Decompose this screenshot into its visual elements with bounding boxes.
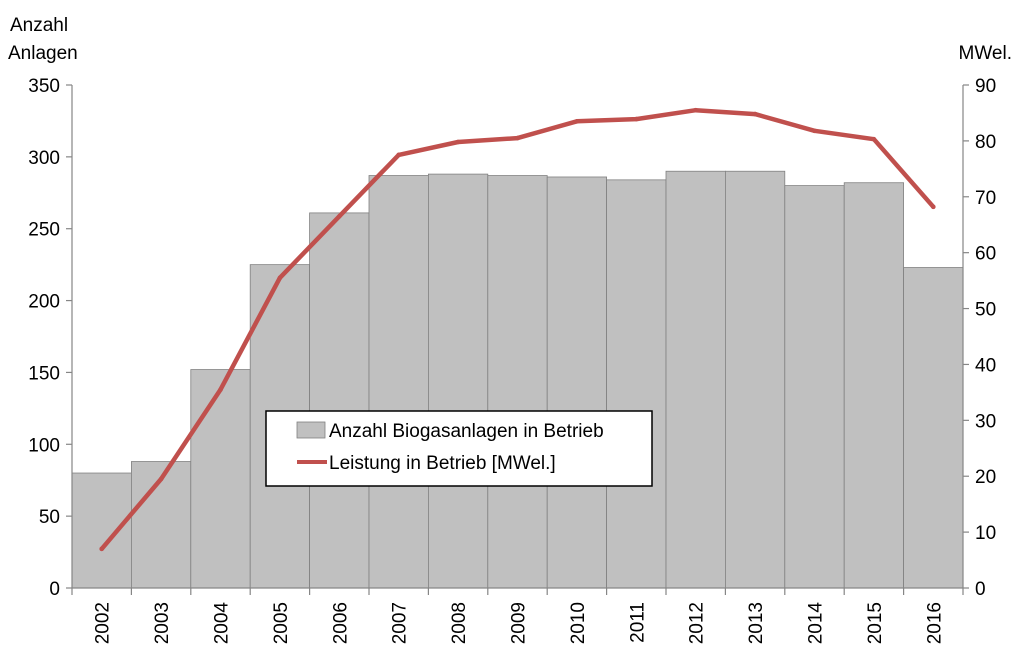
y-left-label-line2: Anlagen bbox=[8, 43, 78, 64]
x-tick-label: 2011 bbox=[627, 602, 648, 643]
x-tick-label: 2008 bbox=[449, 602, 470, 644]
y-right-tick-label: 10 bbox=[975, 523, 996, 544]
legend-line-label: Leistung in Betrieb [MWel.] bbox=[329, 453, 556, 474]
bar bbox=[427, 173, 489, 589]
legend: Anzahl Biogasanlagen in Betrieb Leistung… bbox=[265, 410, 653, 487]
line-point bbox=[277, 275, 283, 281]
y-right-tick-label: 50 bbox=[975, 300, 996, 321]
y-right-tick-label: 30 bbox=[975, 411, 996, 432]
x-tick-label: 2010 bbox=[568, 602, 589, 644]
line-point bbox=[218, 387, 223, 392]
legend-bar-label: Anzahl Biogasanlagen in Betrieb bbox=[329, 421, 604, 442]
x-tick-label: 2015 bbox=[865, 602, 886, 644]
x-tick-label: 2013 bbox=[746, 602, 767, 644]
bar bbox=[606, 179, 667, 589]
line-point bbox=[455, 139, 461, 145]
line-point bbox=[574, 119, 580, 124]
x-tick-label: 2012 bbox=[687, 602, 708, 644]
line-point bbox=[158, 476, 164, 482]
y-left-tick-label: 250 bbox=[28, 220, 60, 241]
bar bbox=[843, 182, 905, 589]
y-left-tick-label: 50 bbox=[39, 507, 60, 528]
line-point bbox=[871, 136, 877, 142]
bar bbox=[368, 175, 429, 589]
x-tick-label: 2006 bbox=[330, 602, 351, 644]
x-tick-label: 2016 bbox=[924, 602, 945, 644]
y-left-tick-label: 350 bbox=[28, 76, 60, 97]
bar bbox=[487, 175, 548, 589]
bar bbox=[784, 185, 845, 589]
line-point bbox=[752, 111, 758, 117]
y-left-tick-label: 300 bbox=[28, 148, 60, 169]
line-point bbox=[396, 152, 402, 158]
y-left-tick-label: 150 bbox=[28, 363, 60, 384]
bar bbox=[309, 212, 370, 589]
bar bbox=[903, 267, 964, 589]
y-right-tick-label: 70 bbox=[975, 188, 996, 209]
line-point bbox=[931, 204, 936, 210]
x-tick-label: 2003 bbox=[152, 602, 173, 644]
bar bbox=[130, 461, 192, 589]
line-point bbox=[634, 116, 639, 122]
line-point bbox=[693, 107, 698, 113]
y-left-tick-label: 200 bbox=[28, 292, 60, 313]
x-tick-label: 2009 bbox=[509, 602, 530, 644]
y-left-tick-label: 0 bbox=[49, 579, 60, 600]
x-tick-label: 2004 bbox=[212, 602, 233, 645]
y-right-tick-label: 60 bbox=[975, 244, 996, 265]
line-point bbox=[812, 128, 817, 134]
y-right-tick-label: 20 bbox=[975, 467, 996, 488]
bar bbox=[546, 176, 608, 589]
legend-bar-swatch bbox=[296, 421, 326, 439]
line-point bbox=[337, 214, 342, 219]
x-tick-label: 2007 bbox=[390, 602, 411, 644]
bar bbox=[71, 472, 132, 589]
bar bbox=[190, 369, 251, 589]
y-right-tick-label: 90 bbox=[975, 76, 996, 97]
bars bbox=[71, 170, 964, 589]
y-right-tick-label: 40 bbox=[975, 355, 996, 376]
line-point bbox=[515, 135, 520, 141]
legend-box bbox=[265, 410, 653, 487]
y-right-tick-label: 0 bbox=[975, 579, 986, 600]
y-right-label: MWel. bbox=[959, 43, 1012, 64]
line-layer bbox=[99, 107, 936, 552]
x-tick-label: 2005 bbox=[271, 602, 292, 644]
axes: 0 50 100 150 200 250 300 350 0 10 20 30 40 50 60 70 80 90… bbox=[28, 76, 996, 644]
bar bbox=[725, 170, 786, 589]
x-tick-label: 2014 bbox=[806, 602, 827, 645]
y-left-tick-label: 100 bbox=[28, 435, 60, 456]
y-left-label-line1: Anzahl bbox=[10, 15, 68, 36]
line-point bbox=[99, 546, 104, 552]
y-right-tick-label: 80 bbox=[975, 132, 996, 153]
bar bbox=[665, 170, 726, 589]
x-tick-label: 2002 bbox=[93, 602, 114, 644]
